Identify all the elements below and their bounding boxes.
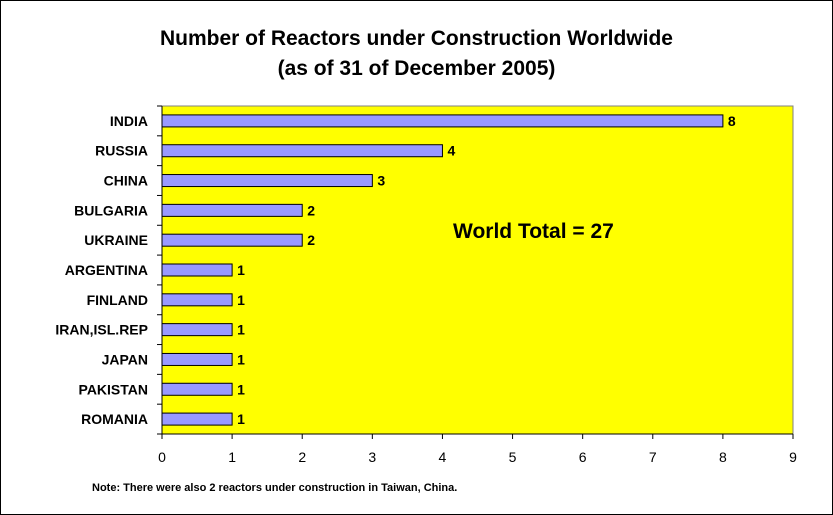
plot-area — [161, 105, 794, 435]
world-total-annotation: World Total = 27 — [453, 220, 614, 243]
chart-subtitle: (as of 31 of December 2005) — [277, 57, 556, 80]
bar — [161, 263, 233, 277]
category-label: RUSSIA — [95, 143, 148, 159]
data-label: 1 — [237, 411, 245, 427]
x-tick-label: 1 — [228, 449, 236, 465]
data-label: 1 — [237, 292, 245, 308]
chart-note: Note: There were also 2 reactors under c… — [92, 482, 458, 494]
x-tick-label: 4 — [439, 449, 447, 465]
category-label: PAKISTAN — [79, 381, 148, 397]
data-label: 2 — [307, 202, 315, 218]
bar — [161, 174, 373, 188]
category-label: UKRAINE — [84, 232, 148, 248]
category-label: CHINA — [104, 173, 148, 189]
data-label: 1 — [237, 262, 245, 278]
category-label: IRAN,ISL.REP — [55, 322, 148, 338]
x-tick-label: 5 — [509, 449, 517, 465]
category-label: FINLAND — [87, 292, 148, 308]
x-tick-label: 7 — [649, 449, 657, 465]
bar — [161, 352, 233, 366]
x-tick-label: 3 — [368, 449, 376, 465]
category-label: ARGENTINA — [65, 262, 148, 278]
bar — [161, 114, 724, 128]
chart-title: Number of Reactors under Construction Wo… — [160, 27, 673, 50]
data-label: 1 — [237, 351, 245, 367]
bar — [161, 203, 303, 217]
data-label: 1 — [237, 322, 245, 338]
data-label: 1 — [237, 381, 245, 397]
bar — [161, 412, 233, 426]
x-tick-label: 0 — [158, 449, 166, 465]
data-label: 2 — [307, 232, 315, 248]
category-label: BULGARIA — [74, 202, 148, 218]
x-tick-label: 6 — [579, 449, 587, 465]
category-label: INDIA — [110, 113, 148, 129]
data-label: 3 — [377, 173, 385, 189]
x-tick-label: 2 — [298, 449, 306, 465]
bar — [161, 144, 443, 158]
x-tick-label: 8 — [719, 449, 727, 465]
category-label: ROMANIA — [81, 411, 148, 427]
chart-title-block: Number of Reactors under Construction Wo… — [0, 24, 833, 84]
x-tick-label: 9 — [789, 449, 797, 465]
data-label: 4 — [447, 143, 455, 159]
bar — [161, 382, 233, 396]
category-label: JAPAN — [102, 351, 148, 367]
data-label: 8 — [728, 113, 736, 129]
bar — [161, 293, 233, 307]
bar — [161, 323, 233, 337]
bar — [161, 233, 303, 247]
